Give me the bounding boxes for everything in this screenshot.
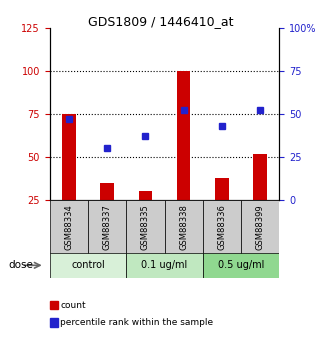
Bar (164, 200, 203, 254)
Bar (203, 253, 279, 278)
Text: percentile rank within the sample: percentile rank within the sample (60, 318, 213, 327)
Text: 0.1 ug/ml: 0.1 ug/ml (141, 260, 188, 270)
Text: count: count (60, 301, 86, 310)
Bar (50, 200, 88, 254)
Bar (62, 114, 75, 200)
Bar (139, 191, 152, 200)
Bar (126, 200, 164, 254)
Text: GSM88334: GSM88334 (65, 204, 74, 250)
Bar (254, 154, 267, 200)
Bar (126, 253, 203, 278)
Text: GSM88338: GSM88338 (179, 204, 188, 250)
Bar (177, 71, 190, 200)
Bar (50, 253, 126, 278)
Bar (88, 200, 126, 254)
Bar (241, 200, 279, 254)
Text: 0.5 ug/ml: 0.5 ug/ml (218, 260, 264, 270)
Text: GSM88335: GSM88335 (141, 204, 150, 250)
Text: GSM88399: GSM88399 (256, 204, 265, 250)
Bar (203, 200, 241, 254)
Text: GSM88337: GSM88337 (103, 204, 112, 250)
Bar (100, 183, 114, 200)
Text: GDS1809 / 1446410_at: GDS1809 / 1446410_at (88, 16, 233, 29)
Text: dose: dose (8, 260, 33, 270)
Text: GSM88336: GSM88336 (217, 204, 226, 250)
Bar (215, 178, 229, 200)
Text: control: control (71, 260, 105, 270)
